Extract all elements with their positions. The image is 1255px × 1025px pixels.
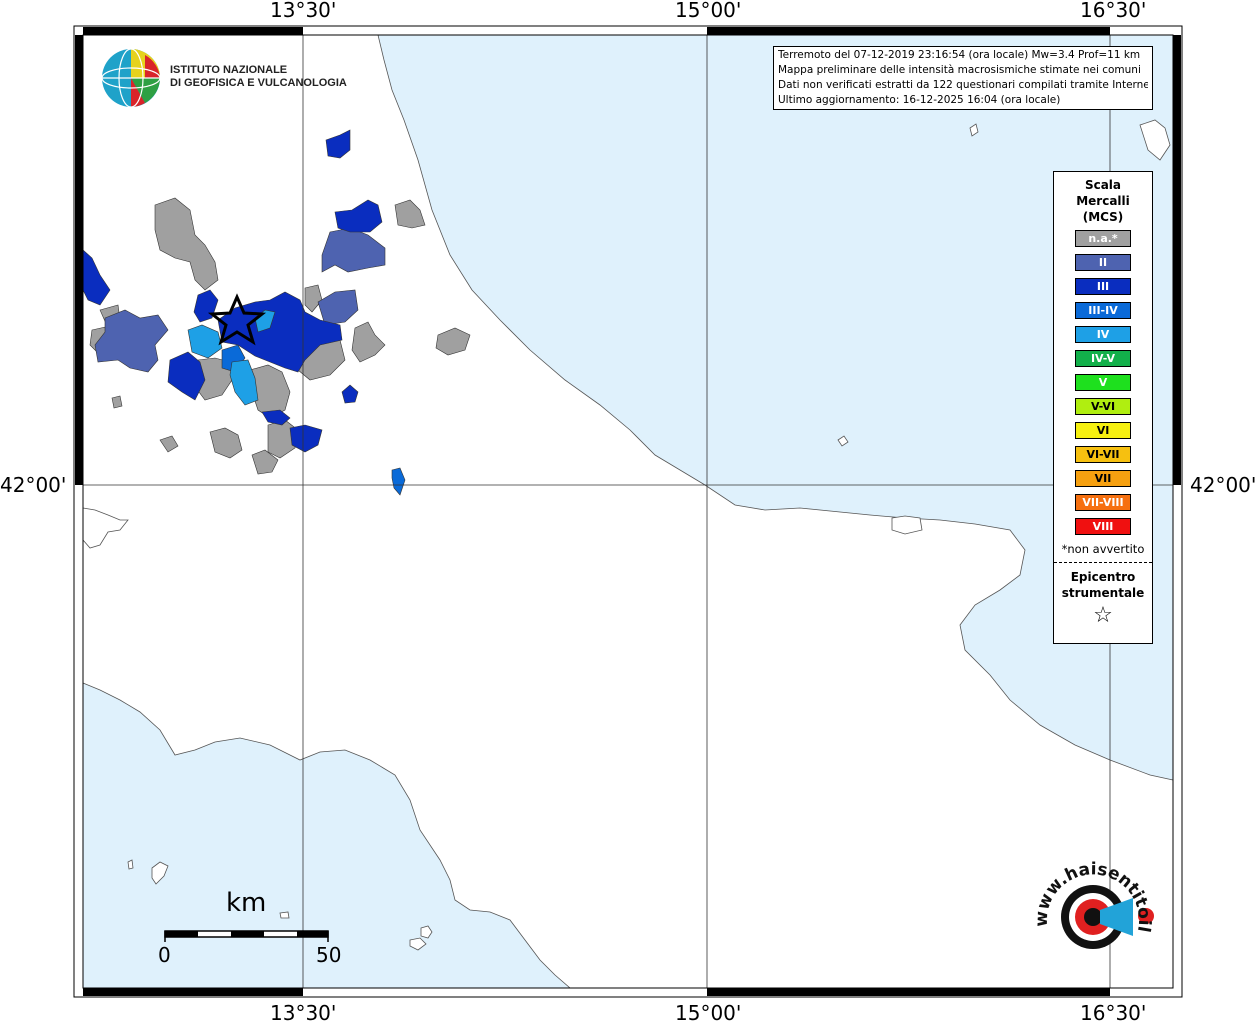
scale-end: 50 <box>316 943 342 967</box>
municipality-ii <box>94 309 169 373</box>
municipality-iii <box>167 351 206 401</box>
legend-swatch: VIII <box>1075 518 1131 535</box>
tyrrhenian-sea <box>82 682 572 989</box>
legend-epicenter-label: Epicentro strumentale <box>1054 569 1152 601</box>
ingv-line-2: DI GEOFISICA E VULCANOLOGIA <box>170 77 347 89</box>
legend-title-line-3: (MCS) <box>1082 210 1124 224</box>
municipality-iii <box>341 384 359 404</box>
islands <box>82 119 1171 951</box>
municipality-iii <box>334 199 383 233</box>
municipality-iv <box>187 324 223 359</box>
legend-swatch: VI <box>1075 422 1131 439</box>
legend-swatch: V-VI <box>1075 398 1131 415</box>
municipality-na <box>394 199 426 229</box>
municipality-iv <box>229 359 259 406</box>
municipality-na <box>159 435 179 453</box>
lat-label-left: 42°00' <box>0 473 67 497</box>
ingv-logo-text: ISTITUTO NAZIONALE DI GEOFISICA E VULCAN… <box>170 64 347 90</box>
legend-swatch: V <box>1075 374 1131 391</box>
municipality-na <box>435 327 471 356</box>
legend-swatch: II <box>1075 254 1131 271</box>
legend-title: Scala Mercalli (MCS) <box>1054 177 1152 225</box>
intensity-legend: Scala Mercalli (MCS) n.a.* II III III-IV IV I… <box>1053 171 1153 644</box>
legend-swatch: VII <box>1075 470 1131 487</box>
legend-swatch: VI-VII <box>1075 446 1131 463</box>
municipality-na <box>351 321 386 363</box>
legend-title-line-2: Mercalli <box>1076 194 1130 208</box>
adriatic-sea <box>377 34 1174 781</box>
lon-label-top-3: 16°30' <box>1080 0 1147 22</box>
legend-star-icon: ☆ <box>1093 603 1113 628</box>
event-info-box: Terremoto del 07-12-2019 23:16:54 (ora l… <box>773 46 1153 110</box>
municipality-iii-iv <box>391 467 406 496</box>
municipality-iii <box>289 424 323 453</box>
legend-note: *non avvertito <box>1061 542 1145 556</box>
municipality-na <box>251 449 279 475</box>
scale-unit: km <box>226 888 267 918</box>
municipality-iii <box>82 249 111 306</box>
ingv-line-1: ISTITUTO NAZIONALE <box>170 64 288 76</box>
municipality-ii <box>321 227 386 273</box>
lon-label-top-1: 13°30' <box>270 0 337 22</box>
lon-label-bottom-3: 16°30' <box>1080 1001 1147 1025</box>
map-frame <box>73 25 1183 998</box>
legend-epicenter-line-2: strumentale <box>1061 586 1145 600</box>
event-info-line-2: Mappa preliminare delle intensità macros… <box>778 64 1141 76</box>
event-info-line-3: Dati non verificati estratti da 122 ques… <box>778 79 1148 91</box>
municipality-na <box>111 395 123 409</box>
legend-swatch: IV-V <box>1075 350 1131 367</box>
event-info-line-4: Ultimo aggiornamento: 16-12-2025 16:04 (… <box>778 94 1061 106</box>
municipality-na <box>304 284 323 313</box>
municipality-na <box>154 197 219 291</box>
legend-epicenter-line-1: Epicentro <box>1070 570 1136 584</box>
legend-swatch: n.a.* <box>1075 230 1131 247</box>
legend-title-line-1: Scala <box>1084 178 1122 192</box>
legend-swatch: VII-VIII <box>1075 494 1131 511</box>
legend-swatch: III <box>1075 278 1131 295</box>
legend-swatch: IV <box>1075 326 1131 343</box>
lon-label-bottom-1: 13°30' <box>270 1001 337 1025</box>
scale-bar <box>164 930 329 942</box>
municipality-na <box>209 427 243 459</box>
event-info-line-1: Terremoto del 07-12-2019 23:16:54 (ora l… <box>778 49 1141 61</box>
lon-label-bottom-2: 15°00' <box>675 1001 742 1025</box>
municipality-iii <box>261 409 291 426</box>
legend-swatch: III-IV <box>1075 302 1131 319</box>
lon-label-top-2: 15°00' <box>675 0 742 22</box>
legend-separator <box>1054 562 1152 563</box>
scale-start: 0 <box>158 943 171 967</box>
legend-items: n.a.* II III III-IV IV IV-V V V-VI VI VI-VII VII VI… <box>1054 230 1152 535</box>
lat-label-right: 42°00' <box>1190 473 1255 497</box>
municipalities <box>82 129 471 496</box>
ingv-logo-icon <box>101 48 161 108</box>
municipality-iii <box>325 129 351 159</box>
epicenter-star <box>207 293 267 346</box>
